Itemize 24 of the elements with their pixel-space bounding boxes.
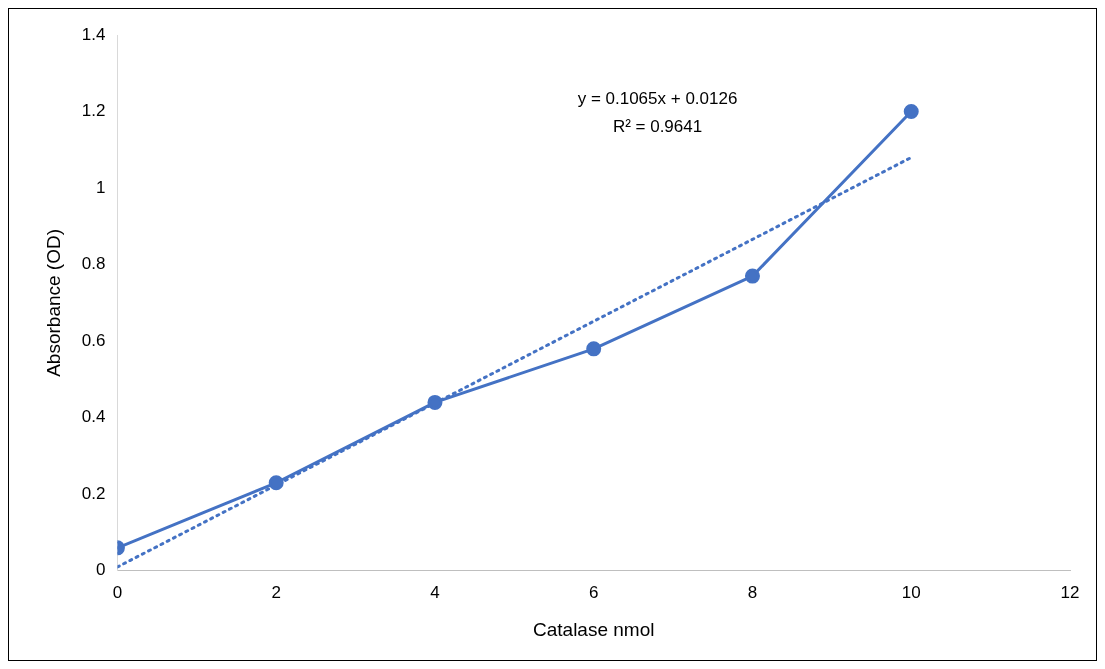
- y-tick-label: 1: [95, 177, 106, 197]
- x-tick-label: 6: [588, 582, 599, 602]
- point: [427, 394, 443, 410]
- x-tick-label: 12: [1060, 582, 1080, 602]
- annotation: R² = 0.9641: [612, 116, 703, 136]
- point: [586, 341, 602, 357]
- y-tick-label: 0.6: [81, 330, 106, 350]
- x-tick-label: 2: [271, 582, 281, 602]
- x-axis-title: Catalase nmol: [532, 618, 655, 640]
- y-tick-label: 1.2: [81, 101, 106, 121]
- x-tick-label: 10: [901, 582, 921, 602]
- y-tick-label: 0.8: [81, 254, 106, 274]
- point: [268, 475, 284, 491]
- point: [903, 104, 919, 120]
- x-tick-label: 4: [430, 582, 440, 602]
- point: [744, 268, 760, 284]
- y-tick-label: 1.4: [81, 24, 106, 44]
- x-tick-label: 0: [112, 582, 123, 602]
- y-tick-label: 0.2: [81, 483, 106, 503]
- annotation: y = 0.1065x + 0.0126: [577, 88, 738, 108]
- y-tick-label: 0: [95, 560, 106, 580]
- y-tick-label: 0.4: [81, 407, 106, 427]
- x-tick-label: 8: [747, 582, 758, 602]
- y-axis-title: Absorbance (OD): [42, 228, 64, 377]
